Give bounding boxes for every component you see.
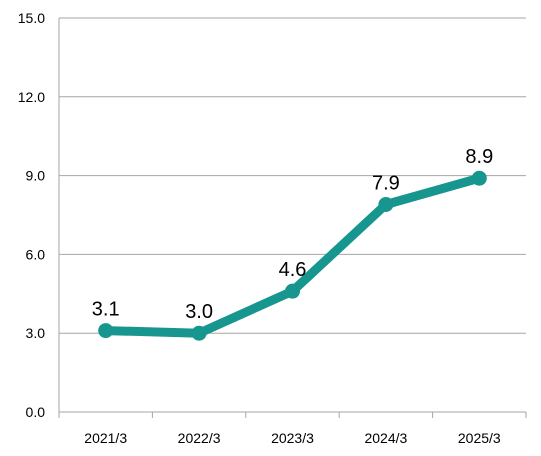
y-tick-label: 0.0 (26, 404, 46, 420)
axes (58, 18, 527, 418)
y-tick-label: 6.0 (26, 246, 46, 262)
series-line (98, 170, 487, 341)
data-point (285, 283, 300, 299)
y-tick-label: 15.0 (18, 10, 45, 26)
data-label: 7.9 (372, 172, 400, 194)
data-point (378, 196, 394, 212)
data-labels: 3.1 3.0 4.6 7.9 8.9 (92, 146, 493, 323)
data-point (471, 170, 487, 186)
data-label: 8.9 (465, 146, 493, 168)
x-tick-label: 2023/3 (271, 430, 314, 446)
series-line-path (101, 173, 484, 338)
data-point (98, 323, 114, 339)
x-tick-label: 2025/3 (458, 430, 501, 446)
data-label: 3.0 (185, 301, 213, 323)
data-label: 4.6 (279, 259, 307, 281)
y-tick-label: 12.0 (18, 89, 45, 105)
data-point (191, 325, 207, 341)
x-tick-label: 2024/3 (364, 430, 407, 446)
gridlines (59, 17, 526, 334)
y-tick-label: 9.0 (26, 168, 46, 184)
x-axis-tick-labels: 2021/3 2022/3 2023/3 2024/3 2025/3 (84, 430, 501, 446)
x-tick-label: 2021/3 (84, 430, 127, 446)
x-tick-label: 2022/3 (178, 430, 221, 446)
data-label: 3.1 (92, 299, 120, 321)
y-axis-tick-labels: 0.0 3.0 6.0 9.0 12.0 15.0 (18, 10, 45, 420)
y-tick-label: 3.0 (26, 325, 46, 341)
